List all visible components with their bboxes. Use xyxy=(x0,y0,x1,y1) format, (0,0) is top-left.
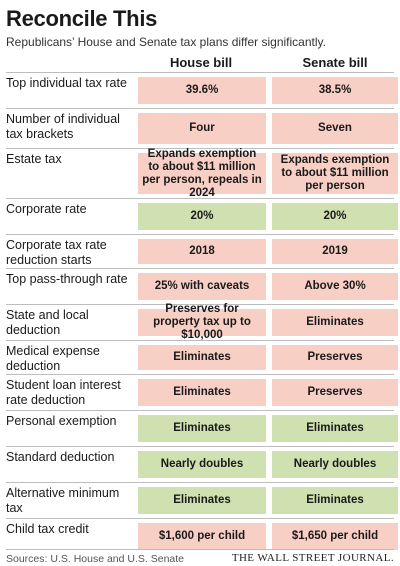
row-label: Corporate tax rate reduction starts xyxy=(6,238,107,267)
row-label: Estate tax xyxy=(6,152,62,166)
row-label: Number of individual tax brackets xyxy=(6,112,120,141)
row-label: Child tax credit xyxy=(6,522,89,536)
house-bill-cell: 2018 xyxy=(138,239,266,264)
row-label: Top pass-through rate xyxy=(6,272,128,286)
house-bill-cell: 20% xyxy=(138,203,266,230)
row-label: Corporate rate xyxy=(6,202,87,216)
senate-bill-cell: $1,650 per child xyxy=(272,523,398,550)
row-label: Student loan interest rate deduction xyxy=(6,378,121,407)
senate-bill-cell: Preserves xyxy=(272,345,398,370)
senate-bill-header: Senate bill xyxy=(302,55,368,70)
house-bill-cell: Four xyxy=(138,113,266,144)
row-label: Alternative minimum tax xyxy=(6,486,120,515)
row-label: Medical expense deduction xyxy=(6,344,100,373)
senate-bill-cell: Eliminates xyxy=(272,487,398,514)
house-bill-cell: 39.6% xyxy=(138,77,266,104)
row-label: Personal exemption xyxy=(6,414,117,428)
senate-bill-cell: Preserves xyxy=(272,379,398,406)
table-row: Top individual tax rate 39.6% 38.5% xyxy=(6,72,398,108)
table-row: Student loan interest rate deduction Elim… xyxy=(6,374,398,410)
table-row: Standard deduction Nearly doubles Nearly d… xyxy=(6,446,398,482)
house-bill-cell: Eliminates xyxy=(138,415,266,442)
page-title: Reconcile This xyxy=(6,6,158,31)
table-row: Top pass-through rate 25% with caveats Abo… xyxy=(6,268,398,304)
footer: Sources: U.S. House and U.S. Senate THE … xyxy=(6,549,394,566)
subtitle: Republicans’ House and Senate tax plans … xyxy=(6,35,326,49)
senate-bill-cell: Eliminates xyxy=(272,309,398,336)
senate-bill-cell: Expands exemption to about $11 million p… xyxy=(272,153,398,194)
row-label: Standard deduction xyxy=(6,450,115,464)
house-bill-cell: Nearly doubles xyxy=(138,451,266,478)
house-bill-cell: Eliminates xyxy=(138,345,266,370)
table-row: Corporate tax rate reduction starts 2018 2… xyxy=(6,234,398,268)
table-row: Alternative minimum tax Eliminates Elimina… xyxy=(6,482,398,518)
table-row: Child tax credit $1,600 per child $1,650 p… xyxy=(6,518,398,554)
source-note: Sources: U.S. House and U.S. Senate xyxy=(6,553,185,565)
house-bill-cell: $1,600 per child xyxy=(138,523,266,550)
senate-bill-cell: 2019 xyxy=(272,239,398,264)
table-row: State and local deduction Preserves for p… xyxy=(6,303,398,341)
senate-bill-cell: Eliminates xyxy=(272,415,398,442)
house-bill-cell: Eliminates xyxy=(138,379,266,406)
table-row: Medical expense deduction Eliminates Prese… xyxy=(6,340,398,374)
house-bill-header: House bill xyxy=(169,55,233,70)
senate-bill-cell: Above 30% xyxy=(272,273,398,300)
row-label: Top individual tax rate xyxy=(6,76,127,90)
house-bill-cell: Eliminates xyxy=(138,487,266,514)
senate-bill-cell: 38.5% xyxy=(272,77,398,104)
column-headers: House bill Senate bill xyxy=(6,50,394,72)
table-row: Corporate rate 20% 20% xyxy=(6,198,398,234)
table-row: Personal exemption Eliminates Eliminates xyxy=(6,410,398,446)
senate-bill-cell: Nearly doubles xyxy=(272,451,398,478)
house-bill-cell: Expands exemption to about $11 million p… xyxy=(138,148,266,199)
table-row: Estate tax Expands exemption to about $11… xyxy=(6,148,398,199)
senate-bill-cell: 20% xyxy=(272,203,398,230)
table-row: Number of individual tax brackets Four Sev… xyxy=(6,108,398,148)
house-bill-cell: 25% with caveats xyxy=(138,273,266,300)
comparison-table: Top individual tax rate 39.6% 38.5% Number … xyxy=(6,72,398,554)
house-bill-cell: Preserves for property tax up to $10,000 xyxy=(138,303,266,341)
senate-bill-cell: Seven xyxy=(272,113,398,144)
row-label: State and local deduction xyxy=(6,308,89,337)
publisher-logo: THE WALL STREET JOURNAL. xyxy=(231,552,394,564)
